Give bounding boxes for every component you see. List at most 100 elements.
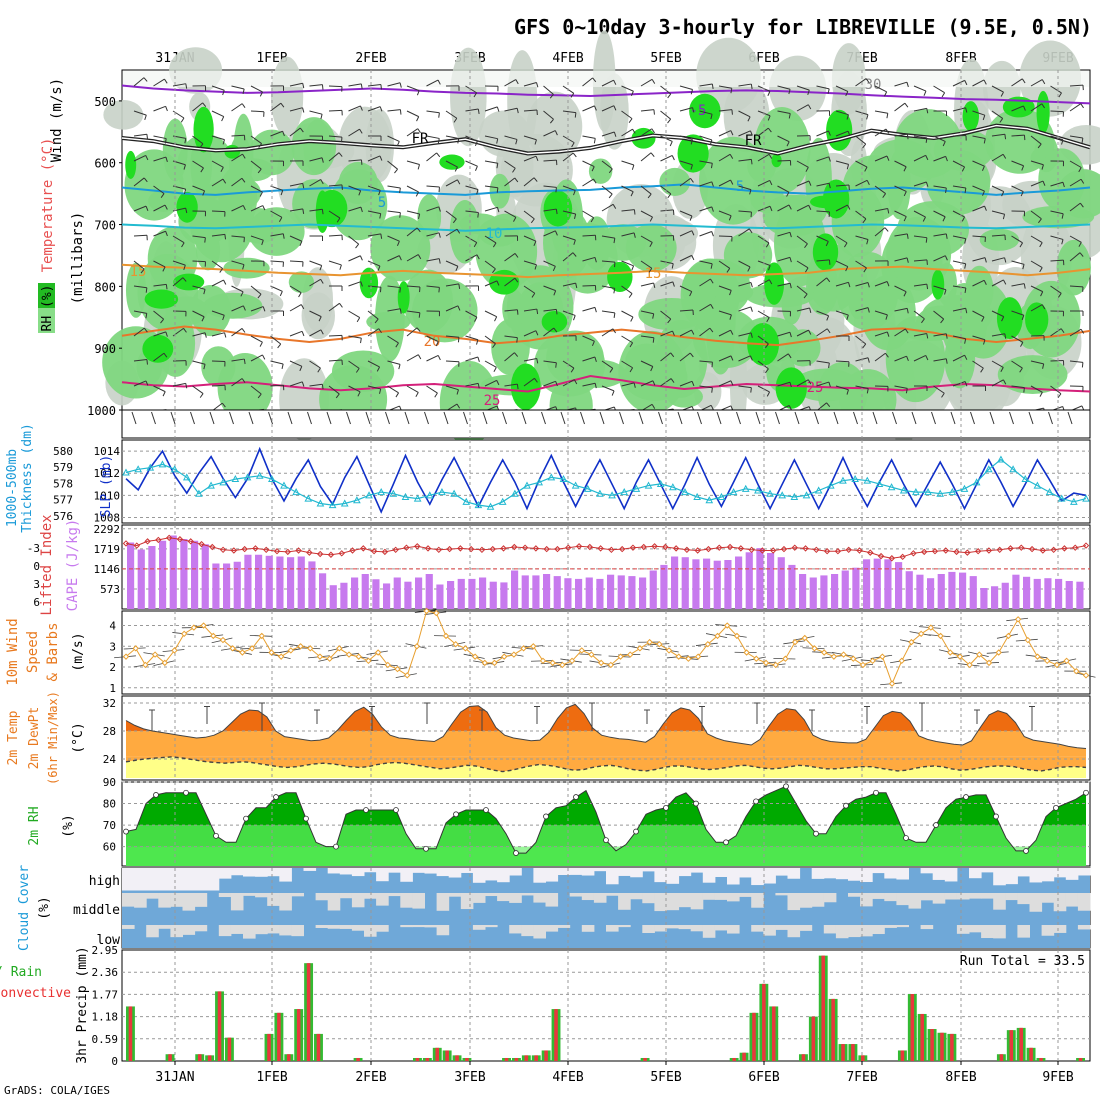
wind-barb <box>387 160 398 170</box>
li-point <box>834 548 842 555</box>
wind-barb-flag <box>242 264 245 270</box>
date-label-bottom: 8FEB <box>945 1070 976 1085</box>
wind-barb <box>660 281 673 287</box>
cloud-gap <box>194 868 208 891</box>
wind-barb <box>816 85 830 90</box>
wind-speed-point <box>142 661 149 669</box>
wind-barb <box>640 152 652 162</box>
wind-barb-flag <box>320 179 324 185</box>
wind-barb-flag <box>999 118 1004 123</box>
wind-barb <box>757 179 770 187</box>
li-point <box>823 548 831 555</box>
wind-barb <box>484 360 497 368</box>
wind-barb-flag <box>629 367 634 373</box>
wind-barb <box>855 78 867 87</box>
wind-barb <box>133 380 147 387</box>
cloud-gap <box>1041 893 1055 903</box>
wind-barb <box>582 160 595 168</box>
li-point <box>1050 546 1057 554</box>
wind-barb <box>543 185 557 188</box>
wind-barb-flag <box>456 228 461 234</box>
wind-barb <box>582 306 596 312</box>
wind-barb <box>972 135 986 140</box>
wind-barb <box>250 135 262 144</box>
wind-barb-flag <box>808 329 812 335</box>
cloud-gap <box>848 925 861 938</box>
wind-barb-flag <box>359 255 363 261</box>
cloud-gap <box>1077 868 1091 876</box>
wind-barb-flag <box>843 242 848 248</box>
wind-speed-point <box>985 659 993 667</box>
cloud-gap <box>872 893 885 899</box>
wind-speed-point <box>937 632 944 640</box>
cape-bar <box>1076 581 1084 609</box>
cape-bar <box>852 567 860 609</box>
li-point <box>867 549 874 556</box>
wind-barb <box>679 329 692 337</box>
rh-high-area <box>541 310 568 333</box>
wind-barb <box>1011 134 1025 137</box>
rh-green-area <box>203 292 263 319</box>
cloud-gap <box>412 893 425 909</box>
cape-bar <box>681 557 689 609</box>
wind-barb-flag <box>669 141 673 147</box>
wind-speed-point <box>743 649 750 656</box>
thickness-point <box>316 499 325 507</box>
wind-speed-point <box>345 651 353 658</box>
wind-barb-flag <box>146 134 149 140</box>
wind-barb-flag <box>164 204 168 210</box>
rh-green-area <box>534 332 606 397</box>
wind-barb <box>972 279 985 287</box>
wind-barb <box>250 85 263 93</box>
wind-barb <box>679 380 693 387</box>
wind-barb-flag <box>594 383 597 389</box>
wind-barb <box>504 253 516 262</box>
wind-barb-flag <box>906 82 909 88</box>
thickness-point <box>984 465 993 473</box>
cloud-gap <box>678 893 692 908</box>
cloud-gap <box>702 925 716 938</box>
cape-bar <box>873 558 881 609</box>
cloud-gap <box>606 868 619 885</box>
wind-barb-flag <box>360 83 363 89</box>
wind-barb <box>426 79 439 87</box>
wind-barb-flag <box>356 317 361 323</box>
surface-wind-barb <box>541 411 546 425</box>
wind-barb <box>933 233 947 237</box>
wind-barb <box>679 177 691 187</box>
wind-barb <box>367 210 381 215</box>
cloud-axis-label-1: Cloud Cover <box>17 865 32 951</box>
cape-bar <box>809 577 817 609</box>
wind-barb <box>660 310 672 320</box>
precip-convective-bar <box>1039 1057 1043 1061</box>
date-label-bottom: 31JAN <box>155 1070 194 1085</box>
surface-wind-barb <box>580 411 585 425</box>
wind-barb <box>211 233 225 237</box>
cape-bar <box>575 578 583 609</box>
cloud-gap <box>545 893 559 907</box>
wind-barb-flag <box>494 316 498 322</box>
surface-wind-barb <box>1028 411 1034 425</box>
wind-speed-point <box>520 645 527 652</box>
slp-tick-label: 1014 <box>94 445 121 458</box>
wind-barb-flag <box>845 91 849 97</box>
wind-barb <box>465 335 479 341</box>
wind-barb-flag <box>765 368 769 374</box>
wind-speed-point <box>1014 616 1022 623</box>
wind-barb-flag <box>415 191 420 197</box>
cape-bar <box>543 574 551 609</box>
wind-barb <box>601 105 615 112</box>
wind-barb-flag <box>573 379 578 385</box>
thickness-axis-label-1: 1000-500mb <box>5 449 20 527</box>
wind-barb-flag <box>922 216 926 222</box>
wind-barb <box>543 208 557 212</box>
precip-convective-bar <box>267 1033 271 1061</box>
thickness-point <box>182 473 191 481</box>
wind-barb-flag <box>689 352 694 358</box>
cloud-gap <box>533 868 546 883</box>
rh-high-area <box>316 189 348 228</box>
surface-wind-barb <box>697 411 702 425</box>
surface-wind-barb <box>326 411 332 425</box>
cloud-gap <box>230 893 244 911</box>
precip-convective-bar <box>425 1057 430 1061</box>
